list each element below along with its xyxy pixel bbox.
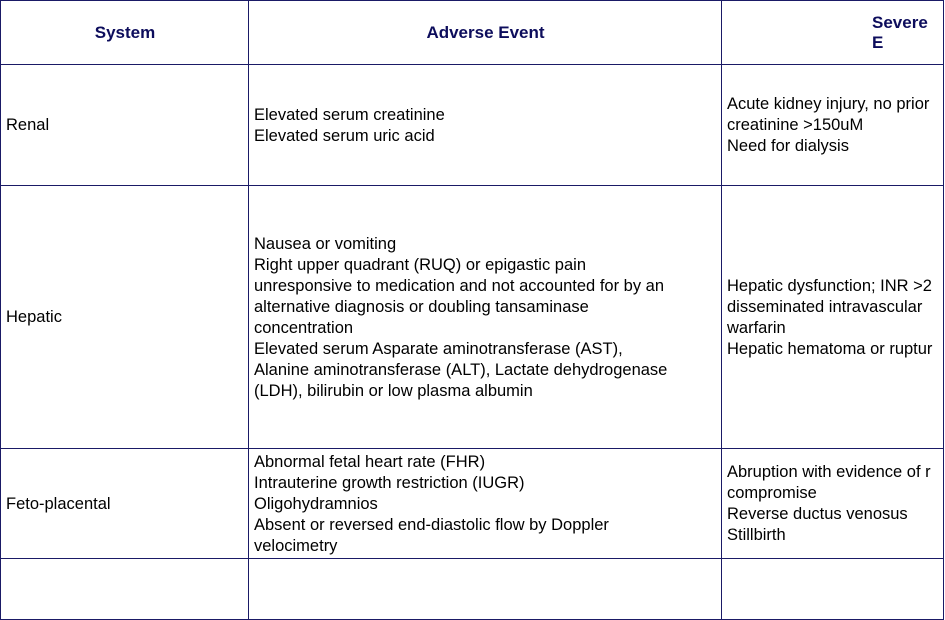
empty-cell bbox=[0, 558, 249, 620]
empty-cell bbox=[248, 558, 722, 620]
cell-lines: Abnormal fetal heart rate (FHR) Intrauter… bbox=[254, 452, 609, 557]
cell-line: Stillbirth bbox=[727, 526, 786, 544]
cell-line: Elevated serum creatinine bbox=[254, 105, 445, 124]
cell-line: (LDH), bilirubin or low plasma albumin bbox=[254, 381, 533, 400]
cell-line: Nausea or vomiting bbox=[254, 234, 397, 253]
cell-line: Intrauterine growth restriction (IUGR) bbox=[254, 473, 525, 492]
cell-line: alternative diagnosis or doubling tansam… bbox=[254, 297, 589, 316]
cell-system-hepatic: Hepatic bbox=[0, 185, 249, 449]
cell-line: Hepatic hematoma or ruptur bbox=[727, 339, 933, 358]
cell-line: unresponsive to medication and not accou… bbox=[254, 276, 665, 295]
cell-line: Elevated serum uric acid bbox=[254, 126, 435, 145]
cell-severe-hepatic: Hepatic dysfunction; INR >2 disseminated … bbox=[721, 185, 944, 449]
cell-line: Abruption with evidence of r bbox=[727, 463, 931, 481]
cell-line: Hepatic dysfunction; INR >2 bbox=[727, 276, 932, 295]
cell-line: Oligohydramnios bbox=[254, 494, 378, 513]
cell-severe-renal: Acute kidney injury, no prior creatinine … bbox=[721, 64, 944, 186]
empty-cell bbox=[721, 558, 944, 620]
cell-line: Alanine aminotransferase (ALT), Lactate … bbox=[254, 360, 668, 379]
cell-line: compromise bbox=[727, 484, 817, 502]
cell-line: Right upper quadrant (RUQ) or epigastic … bbox=[254, 255, 587, 274]
cell-line: warfarin bbox=[727, 318, 786, 337]
cell-lines: Nausea or vomiting Right upper quadrant (… bbox=[254, 234, 667, 402]
cell-system-renal: Renal bbox=[0, 64, 249, 186]
cell-line: Absent or reversed end-diastolic flow by… bbox=[254, 515, 609, 534]
cell-line: velocimetry bbox=[254, 536, 338, 555]
cell-line: Reverse ductus venosus bbox=[727, 505, 908, 523]
cell-adverse-hepatic: Nausea or vomiting Right upper quadrant (… bbox=[248, 185, 722, 449]
cell-adverse-feto-placental: Abnormal fetal heart rate (FHR) Intrauter… bbox=[248, 448, 722, 559]
cell-line: Abnormal fetal heart rate (FHR) bbox=[254, 452, 486, 471]
cell-line: Need for dialysis bbox=[727, 137, 849, 155]
header-system: System bbox=[0, 0, 249, 65]
cell-lines: Hepatic dysfunction; INR >2 disseminated … bbox=[727, 276, 932, 360]
cell-severe-feto-placental: Abruption with evidence of r compromise Re… bbox=[721, 448, 944, 559]
cell-lines: Abruption with evidence of r compromise Re… bbox=[727, 462, 931, 546]
cell-adverse-renal: Elevated serum creatinine Elevated serum … bbox=[248, 64, 722, 186]
cell-line: disseminated intravascular bbox=[727, 297, 923, 316]
header-adverse-event: Adverse Event bbox=[248, 0, 722, 65]
cell-lines: Elevated serum creatinine Elevated serum … bbox=[254, 105, 445, 147]
cell-line: concentration bbox=[254, 318, 354, 337]
cell-line: creatinine >150uM bbox=[727, 116, 864, 134]
header-severe-event: Severe E bbox=[721, 0, 944, 65]
cell-line: Elevated serum Asparate aminotransferase… bbox=[254, 339, 623, 358]
cell-lines: Acute kidney injury, no prior creatinine … bbox=[727, 94, 929, 157]
cell-system-feto-placental: Feto-placental bbox=[0, 448, 249, 559]
cell-line: Acute kidney injury, no prior bbox=[727, 95, 930, 113]
